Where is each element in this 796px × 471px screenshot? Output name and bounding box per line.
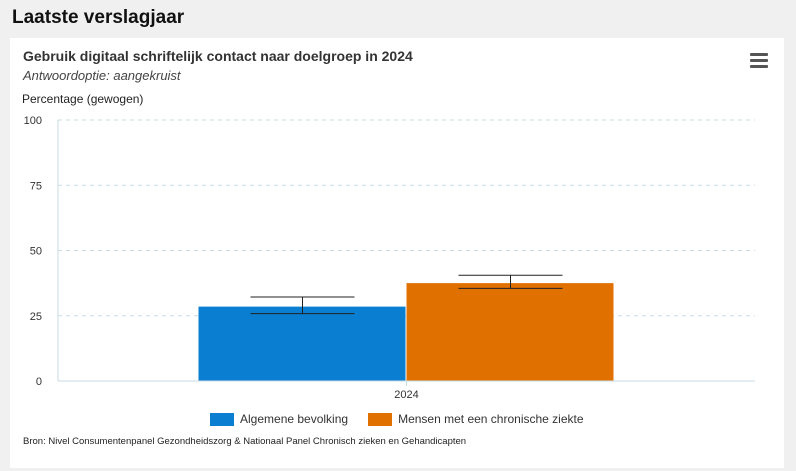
- bar-algemene-bevolking: [198, 306, 406, 381]
- y-tick-label-25: 25: [30, 311, 42, 323]
- hamburger-menu-icon[interactable]: [748, 53, 770, 71]
- legend-item-chronische-ziekte[interactable]: Mensen met een chronische ziekte: [368, 412, 584, 426]
- y-tick-label-100: 100: [24, 115, 42, 127]
- section-title: Laatste verslagjaar: [12, 7, 185, 28]
- y-axis-label: Percentage (gewogen): [22, 92, 144, 106]
- chart-legend: Algemene bevolking Mensen met een chroni…: [210, 412, 584, 426]
- legend-label-chronische-ziekte: Mensen met een chronische ziekte: [398, 412, 584, 426]
- y-tick-label-0: 0: [36, 376, 42, 388]
- legend-item-algemene-bevolking[interactable]: Algemene bevolking: [210, 412, 348, 426]
- legend-swatch-algemene-bevolking: [210, 412, 234, 426]
- chart-title: Gebruik digitaal schriftelijk contact na…: [23, 48, 413, 64]
- x-tick-label-2024: 2024: [394, 389, 418, 401]
- y-tick-label-75: 75: [30, 180, 42, 192]
- bar-chronische-ziekte: [406, 283, 614, 381]
- chart-subtitle: Antwoordoptie: aangekruist: [23, 68, 181, 83]
- chart-card: Gebruik digitaal schriftelijk contact na…: [10, 38, 784, 468]
- legend-swatch-chronische-ziekte: [368, 412, 393, 426]
- chart-source: Bron: Nivel Consumentenpanel Gezondheids…: [23, 436, 467, 447]
- chart-plot: 0 25 50 75 100 2024: [24, 115, 755, 401]
- y-tick-label-50: 50: [30, 246, 42, 258]
- legend-label-algemene-bevolking: Algemene bevolking: [240, 412, 349, 426]
